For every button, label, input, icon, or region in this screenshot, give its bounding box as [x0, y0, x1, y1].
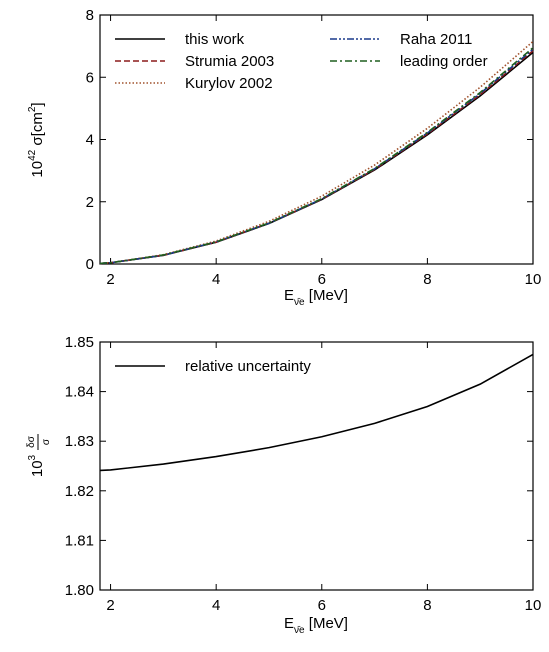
legend-label: Kurylov 2002 [185, 75, 273, 92]
y-label-part: 2 [27, 106, 38, 112]
y-tick-label: 0 [86, 256, 94, 273]
series-line [99, 40, 534, 265]
y-axis-label: 1042 σ[cm2] [27, 102, 46, 177]
x-label-part: [MeV] [305, 615, 348, 632]
y-tick-label: 2 [86, 194, 94, 211]
y-tick-label: 4 [86, 132, 94, 149]
x-tick-label: 8 [423, 597, 431, 614]
y-label-part: 3 [27, 454, 38, 460]
x-tick-label: 6 [318, 271, 326, 288]
y-label-part: ] [29, 102, 46, 106]
x-axis-label: Eν̄e [MeV] [284, 615, 348, 636]
x-tick-label: 4 [212, 597, 220, 614]
x-label-part: ν̄e [294, 625, 305, 636]
x-label-part: E [284, 287, 294, 304]
y-tick-label: 1.80 [65, 582, 94, 599]
legend-label: Raha 2011 [400, 31, 472, 48]
x-tick-label: 10 [525, 271, 542, 288]
y-tick-label: 1.83 [65, 433, 94, 450]
x-tick-label: 10 [525, 597, 542, 614]
legend-label: Strumia 2003 [185, 53, 274, 70]
y-tick-label: 1.84 [65, 384, 94, 401]
y-tick-label: 1.81 [65, 532, 94, 549]
y-tick-label: 1.82 [65, 483, 94, 500]
y-tick-label: 8 [86, 7, 94, 24]
x-label-part: [MeV] [305, 287, 348, 304]
x-label-part: E [284, 615, 294, 632]
x-axis-label: Eν̄e [MeV] [284, 287, 348, 308]
x-label-part: ν̄e [294, 297, 305, 308]
series-line [99, 353, 534, 472]
series-line [99, 51, 534, 265]
y-label-denominator: σ [41, 438, 52, 445]
y-label-part: 42 [27, 149, 38, 161]
series-line [99, 47, 534, 265]
y-label-part: σ[cm [29, 112, 46, 150]
legend-label: leading order [400, 53, 488, 70]
y-tick-label: 1.85 [65, 334, 94, 351]
x-tick-label: 2 [106, 271, 114, 288]
y-label-part: 10 [29, 161, 46, 178]
x-tick-label: 6 [318, 597, 326, 614]
plot-frame [99, 341, 534, 591]
legend-label: this work [185, 31, 245, 48]
series-line [99, 48, 534, 265]
y-label-numerator: δσ [26, 435, 37, 448]
x-tick-label: 8 [423, 271, 431, 288]
y-tick-label: 6 [86, 69, 94, 86]
legend-label: relative uncertainty [185, 358, 311, 375]
y-label-fraction: δσ σ [26, 434, 52, 450]
y-label-part: 10 [29, 460, 46, 477]
x-tick-label: 4 [212, 271, 220, 288]
x-tick-label: 2 [106, 597, 114, 614]
y-axis-label: 103 [27, 454, 46, 477]
